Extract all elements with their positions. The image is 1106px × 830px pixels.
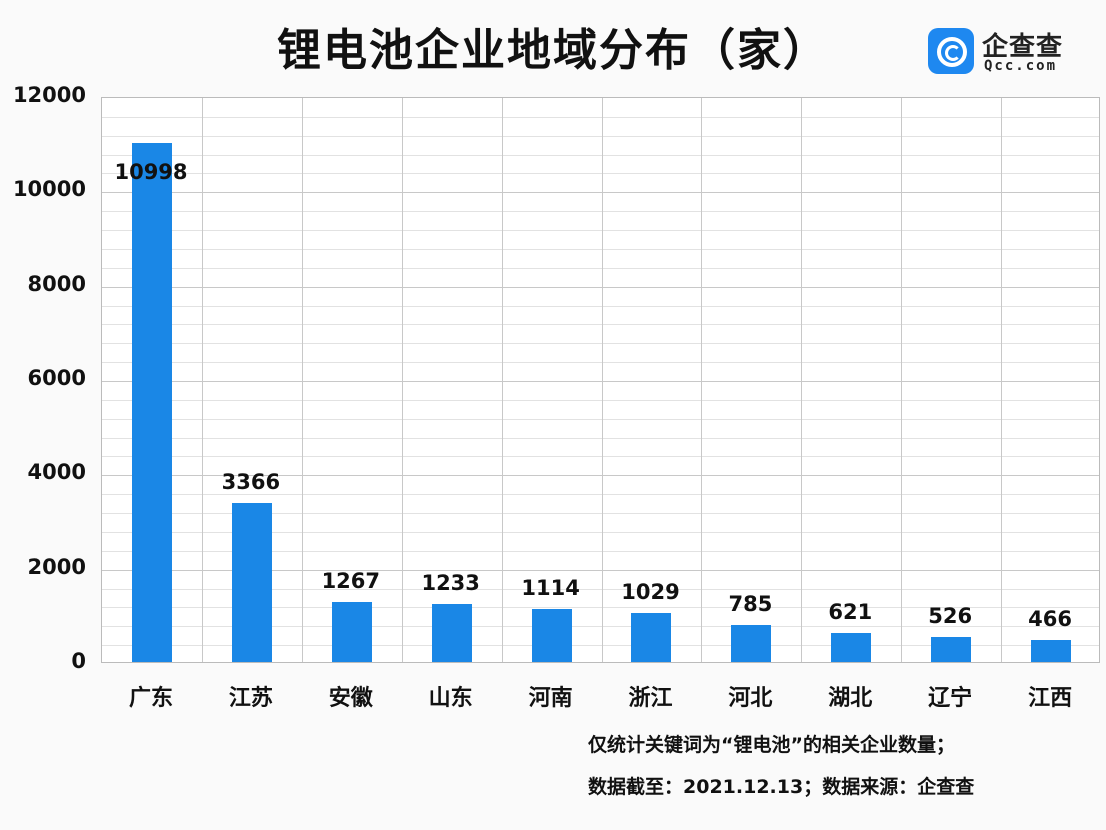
- y-tick-label: 10000: [12, 177, 86, 202]
- gridline-v: [901, 98, 903, 662]
- data-label: 1233: [421, 570, 480, 595]
- y-tick-label: 0: [71, 649, 86, 673]
- x-tick-label: 江西: [1028, 686, 1073, 711]
- x-tick-label: 山东: [428, 686, 473, 711]
- gridline-h: [102, 154, 1099, 156]
- x-tick-label: 安徽: [328, 686, 373, 711]
- data-label: 466: [1028, 607, 1073, 632]
- bar-广东: [131, 143, 172, 662]
- gridline-h: [102, 116, 1099, 118]
- gridline-v: [801, 98, 803, 662]
- bar-河北: [731, 624, 772, 662]
- data-label: 1029: [621, 580, 680, 605]
- gridline-v: [501, 98, 503, 662]
- gridline-h: [102, 192, 1099, 194]
- x-tick-label: 浙江: [628, 686, 673, 711]
- chart-title: 锂电池企业地域分布（家）: [277, 25, 829, 76]
- y-tick-label: 8000: [27, 271, 86, 296]
- x-tick-label: 广东: [128, 686, 173, 711]
- gridline-h: [102, 550, 1099, 552]
- y-tick-label: 4000: [27, 460, 86, 485]
- bar-浙江: [631, 613, 672, 662]
- x-tick-label: 河北: [728, 686, 773, 711]
- footnote-scope: 仅统计关键词为“锂电池”的相关企业数量；: [588, 734, 955, 756]
- bar-安徽: [331, 602, 372, 662]
- qcc-logo-icon: [928, 28, 974, 74]
- gridline-v: [401, 98, 403, 662]
- gridline-h: [102, 362, 1099, 364]
- gridline-h: [102, 399, 1099, 401]
- gridline-h: [102, 588, 1099, 590]
- gridline-v: [701, 98, 703, 662]
- bar-江西: [1031, 640, 1072, 662]
- plot-area: [101, 97, 1100, 663]
- data-label: 3366: [221, 470, 281, 495]
- gridline-v: [301, 98, 303, 662]
- gridline-h: [102, 343, 1099, 345]
- logo-name-cn: 企查查: [982, 32, 1064, 62]
- gridline-h: [102, 248, 1099, 250]
- data-label: 621: [828, 599, 873, 624]
- gridline-v: [1001, 98, 1003, 662]
- gridline-h: [102, 607, 1099, 609]
- y-tick-label: 12000: [12, 83, 86, 107]
- qcc-logo: 企查查 Qcc.com: [928, 28, 1078, 76]
- gridline-v: [601, 98, 603, 662]
- bar-湖北: [831, 632, 872, 662]
- data-label: 785: [728, 591, 773, 616]
- data-label: 10998: [114, 160, 188, 185]
- data-label: 1267: [321, 569, 381, 594]
- bar-江苏: [231, 503, 272, 662]
- gridline-h: [102, 381, 1099, 382]
- footnote-source: 数据截至：2021.12.13；数据来源：企查查: [588, 776, 975, 798]
- x-tick-label: 湖北: [828, 686, 873, 711]
- gridline-h: [102, 475, 1099, 477]
- x-tick-label: 河南: [528, 686, 573, 711]
- gridline-h: [102, 645, 1099, 647]
- gridline-h: [102, 324, 1099, 326]
- x-tick-label: 辽宁: [928, 686, 973, 711]
- bar-河南: [531, 609, 572, 662]
- y-tick-label: 6000: [27, 366, 86, 390]
- y-tick-label: 2000: [27, 554, 86, 579]
- gridline-h: [102, 569, 1099, 571]
- data-label: 526: [928, 604, 973, 629]
- gridline-h: [102, 135, 1099, 137]
- gridline-h: [102, 211, 1099, 213]
- gridline-h: [102, 418, 1099, 420]
- gridline-h: [102, 286, 1099, 288]
- gridline-h: [102, 494, 1099, 496]
- gridline-h: [102, 626, 1099, 628]
- gridline-v: [201, 98, 203, 662]
- gridline-h: [102, 305, 1099, 307]
- gridline-h: [102, 230, 1099, 232]
- gridline-h: [102, 437, 1099, 439]
- gridline-h: [102, 173, 1099, 175]
- gridline-h: [102, 456, 1099, 458]
- data-label: 1114: [521, 576, 580, 601]
- bar-辽宁: [931, 637, 972, 662]
- gridline-h: [102, 267, 1099, 269]
- x-tick-label: 江苏: [228, 686, 273, 711]
- gridline-h: [102, 513, 1099, 515]
- bar-山东: [431, 603, 472, 662]
- logo-name-en: Qcc.com: [984, 58, 1058, 74]
- gridline-h: [102, 531, 1099, 533]
